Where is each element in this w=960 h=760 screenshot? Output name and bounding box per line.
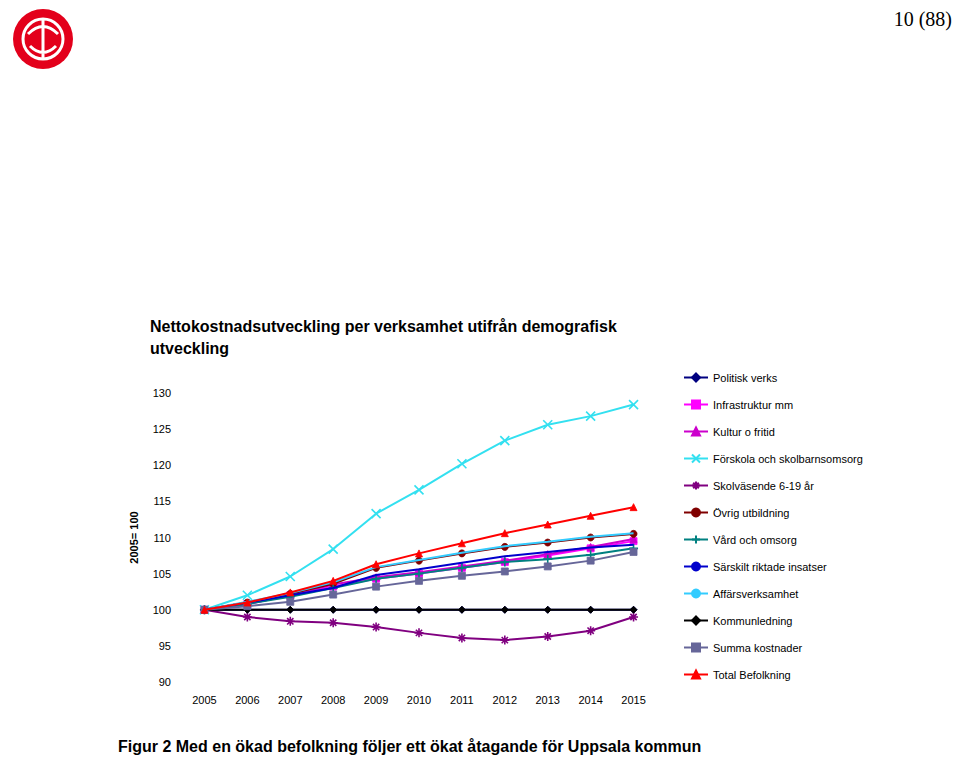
svg-text:100: 100 <box>153 604 171 616</box>
svg-text:Kultur o fritid: Kultur o fritid <box>713 426 775 438</box>
svg-text:Förskola och skolbarnsomsorg: Förskola och skolbarnsomsorg <box>713 453 863 465</box>
svg-text:2013: 2013 <box>535 694 559 706</box>
svg-text:Affärsverksamhet: Affärsverksamhet <box>713 588 798 600</box>
html-text:Figur 2 Med en ökad befolkning: Figur 2 Med en ökad befolkning följer et… <box>118 738 702 755</box>
svg-text:Nettokostnadsutveckling per ve: Nettokostnadsutveckling per verksamhet u… <box>150 318 621 335</box>
svg-text:130: 130 <box>153 387 171 399</box>
svg-text:Politisk verks: Politisk verks <box>713 372 778 384</box>
svg-text:utveckling: utveckling <box>150 340 229 357</box>
svg-text:90: 90 <box>159 676 171 688</box>
svg-text:2011: 2011 <box>450 694 474 706</box>
svg-text:Infrastruktur mm: Infrastruktur mm <box>713 399 793 411</box>
svg-text:2005= 100: 2005= 100 <box>128 511 140 563</box>
svg-text:2010: 2010 <box>407 694 431 706</box>
svg-text:105: 105 <box>153 568 171 580</box>
svg-text:2015: 2015 <box>621 694 645 706</box>
svg-text:2008: 2008 <box>321 694 345 706</box>
svg-text:Övrig utbildning: Övrig utbildning <box>713 507 789 519</box>
svg-text:Kommunledning: Kommunledning <box>713 615 793 627</box>
svg-text:2007: 2007 <box>278 694 302 706</box>
svg-text:Särskilt riktade insatser: Särskilt riktade insatser <box>713 561 827 573</box>
svg-text:120: 120 <box>153 459 171 471</box>
svg-text:Summa kostnader: Summa kostnader <box>713 642 803 654</box>
svg-text:Skolväsende 6-19 år: Skolväsende 6-19 år <box>713 480 814 492</box>
svg-text:110: 110 <box>153 532 171 544</box>
svg-text:Vård och omsorg: Vård och omsorg <box>713 534 797 546</box>
html-text:10 (88): 10 (88) <box>893 8 952 30</box>
svg-text:Total Befolkning: Total Befolkning <box>713 669 791 681</box>
svg-text:2006: 2006 <box>235 694 259 706</box>
svg-text:2009: 2009 <box>364 694 388 706</box>
svg-text:115: 115 <box>153 495 171 507</box>
svg-text:2014: 2014 <box>578 694 602 706</box>
svg-text:125: 125 <box>153 423 171 435</box>
svg-text:2012: 2012 <box>493 694 517 706</box>
svg-text:2005: 2005 <box>192 694 216 706</box>
svg-text:95: 95 <box>159 640 171 652</box>
